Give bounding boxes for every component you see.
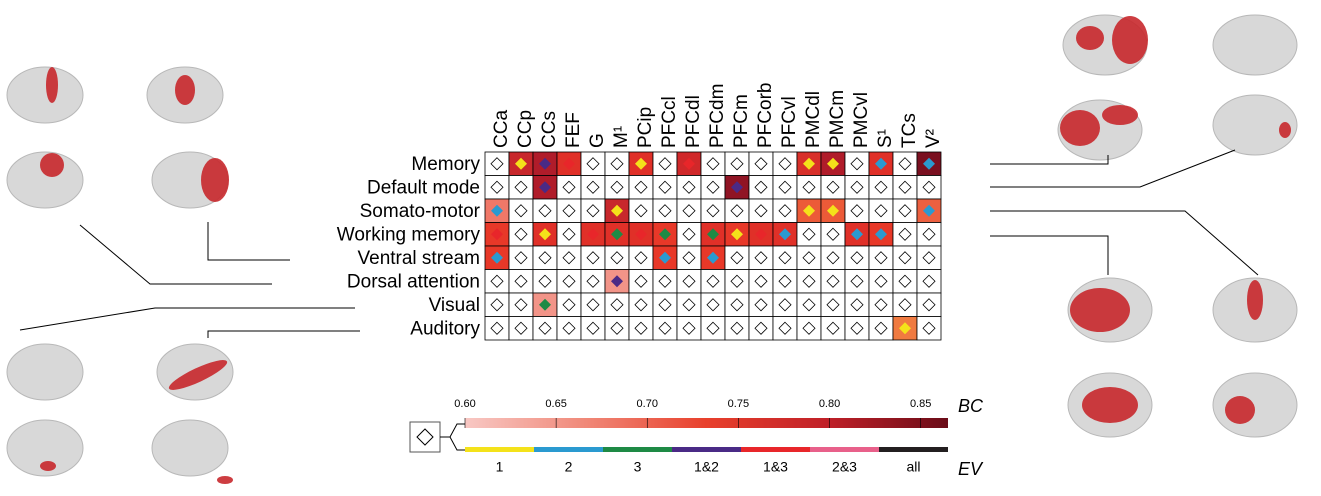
brain-patch <box>1112 16 1148 64</box>
row-label: Working memory <box>337 224 481 245</box>
column-label: S¹ <box>875 129 896 148</box>
ev-label: 2&3 <box>832 459 857 475</box>
ev-segment <box>534 447 603 452</box>
connector <box>450 437 465 450</box>
row-label: Ventral stream <box>358 248 481 269</box>
column-label: PMCm <box>827 90 848 148</box>
brain-patch <box>1082 387 1138 423</box>
brain <box>1213 373 1297 437</box>
column-label: PFCm <box>731 94 752 148</box>
connector <box>208 222 290 260</box>
brain-patch <box>1060 110 1100 146</box>
ev-segment <box>465 447 534 452</box>
connector <box>440 424 465 437</box>
ev-label: all <box>906 459 920 475</box>
brain <box>152 420 228 476</box>
ev-label-title: EV <box>958 459 984 479</box>
connector <box>990 236 1108 275</box>
column-label: PFCorb <box>755 83 776 148</box>
column-label: CCa <box>491 110 512 148</box>
tick-label: 0.70 <box>637 398 658 410</box>
column-label: CCs <box>539 111 560 148</box>
tick-label: 0.80 <box>819 398 840 410</box>
brain-patch <box>217 476 233 484</box>
column-label: PMCdl <box>803 91 824 148</box>
column-label: PFCcl <box>659 96 680 148</box>
tick-label: 0.60 <box>454 398 475 410</box>
column-label: CCp <box>515 110 536 148</box>
brain-patch <box>1070 288 1130 332</box>
row-label: Memory <box>411 154 480 175</box>
figure: CCaCCpCCsFEFGM¹PCipPFCclPFCdlPFCdmPFCmPF… <box>0 0 1321 491</box>
brain-patch <box>1225 396 1255 424</box>
brain-patch <box>46 67 58 103</box>
brain-patch <box>175 75 195 105</box>
row-label: Dorsal attention <box>347 271 480 292</box>
bc-label: BC <box>958 396 984 416</box>
connector <box>80 225 272 284</box>
tick-label: 0.85 <box>910 398 931 410</box>
brain-patch <box>40 461 56 471</box>
row-label: Visual <box>429 295 480 316</box>
ev-label: 2 <box>565 459 573 475</box>
brain <box>1213 15 1297 75</box>
connector <box>990 211 1258 275</box>
column-label: PFCvl <box>779 96 800 148</box>
column-label: M¹ <box>611 126 632 148</box>
column-label: G <box>587 133 608 148</box>
brain-patch <box>1247 280 1263 320</box>
brains-right <box>1058 15 1297 437</box>
column-label: PCip <box>635 107 656 148</box>
column-label: PMCvl <box>851 92 872 148</box>
ev-segment <box>879 447 948 452</box>
connector <box>20 308 355 330</box>
column-label: FEF <box>563 112 584 148</box>
connector <box>208 331 360 338</box>
legend-icon <box>410 422 465 452</box>
row-label: Default mode <box>367 177 480 198</box>
ev-segment <box>672 447 741 452</box>
tick-label: 0.75 <box>728 398 749 410</box>
brain <box>7 344 83 400</box>
brain-patch <box>40 153 64 177</box>
brains-left <box>7 67 233 484</box>
brain <box>7 67 83 123</box>
ev-segment <box>603 447 672 452</box>
ev-label: 1&3 <box>763 459 788 475</box>
column-label: PFCdm <box>707 84 728 148</box>
ev-segment <box>741 447 810 452</box>
ev-label: 1&2 <box>694 459 719 475</box>
row-label: Auditory <box>410 318 480 339</box>
brain-patch <box>1279 122 1291 138</box>
colorbar <box>465 418 948 428</box>
ev-label: 3 <box>634 459 642 475</box>
ev-segment <box>810 447 879 452</box>
tick-label: 0.65 <box>545 398 566 410</box>
brain-patch <box>1076 26 1104 50</box>
ev-label: 1 <box>496 459 504 475</box>
row-label: Somato-motor <box>360 201 481 222</box>
brain-patch <box>1102 105 1138 125</box>
column-label: PFCdl <box>683 95 704 148</box>
column-label: TCs <box>899 113 920 148</box>
column-label: V² <box>923 129 944 148</box>
brain-patch <box>201 158 229 202</box>
